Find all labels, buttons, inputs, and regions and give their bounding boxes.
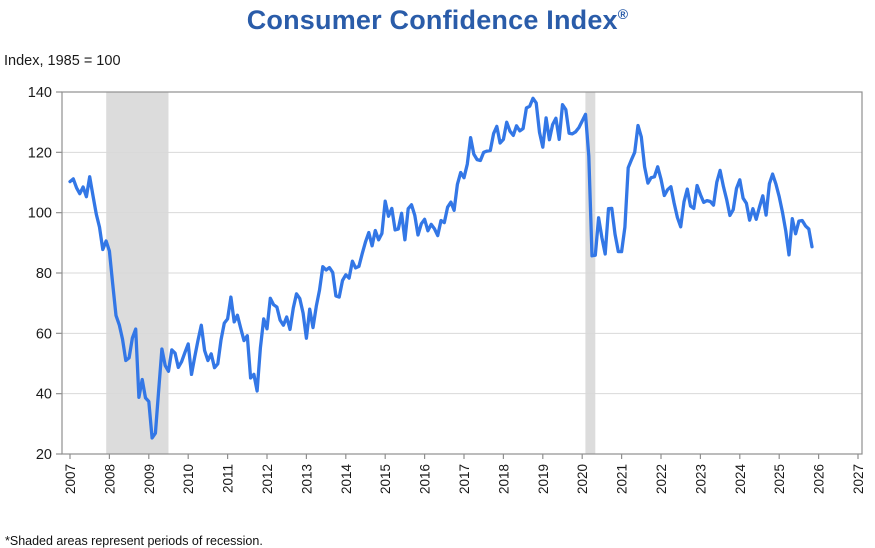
svg-text:2012: 2012: [260, 464, 275, 494]
registered-trademark-symbol: ®: [617, 6, 629, 22]
svg-text:2011: 2011: [221, 464, 236, 493]
svg-text:2022: 2022: [654, 464, 669, 494]
svg-text:20: 20: [36, 447, 52, 463]
footnote-recession: *Shaded areas represent periods of reces…: [5, 533, 263, 548]
svg-text:2017: 2017: [457, 464, 472, 494]
svg-text:120: 120: [28, 145, 52, 161]
svg-text:2026: 2026: [812, 464, 827, 494]
svg-text:2021: 2021: [615, 464, 630, 494]
svg-text:2027: 2027: [851, 464, 866, 494]
svg-text:2007: 2007: [63, 464, 78, 494]
chart-footnotes: *Shaded areas represent periods of reces…: [5, 503, 285, 548]
svg-text:2018: 2018: [496, 464, 511, 494]
svg-text:2015: 2015: [378, 464, 393, 494]
svg-text:2019: 2019: [536, 464, 551, 494]
svg-text:2010: 2010: [181, 464, 196, 494]
page-title: Consumer Confidence Index®: [0, 5, 875, 36]
svg-text:2013: 2013: [299, 464, 314, 494]
svg-text:2023: 2023: [693, 464, 708, 494]
svg-text:60: 60: [36, 326, 52, 342]
cci-series-line: [68, 96, 814, 440]
svg-text:140: 140: [28, 85, 52, 101]
svg-text:100: 100: [28, 206, 52, 222]
svg-text:2024: 2024: [733, 464, 748, 495]
svg-text:2009: 2009: [142, 464, 157, 494]
svg-text:2014: 2014: [339, 464, 354, 495]
svg-text:2025: 2025: [772, 464, 787, 494]
svg-text:2008: 2008: [102, 464, 117, 494]
title-text: Consumer Confidence Index: [246, 5, 618, 35]
svg-text:80: 80: [36, 266, 52, 282]
svg-text:2016: 2016: [418, 464, 433, 494]
svg-text:40: 40: [36, 387, 52, 403]
y-axis-unit-note: Index, 1985 = 100: [4, 53, 121, 69]
svg-text:2020: 2020: [575, 464, 590, 494]
